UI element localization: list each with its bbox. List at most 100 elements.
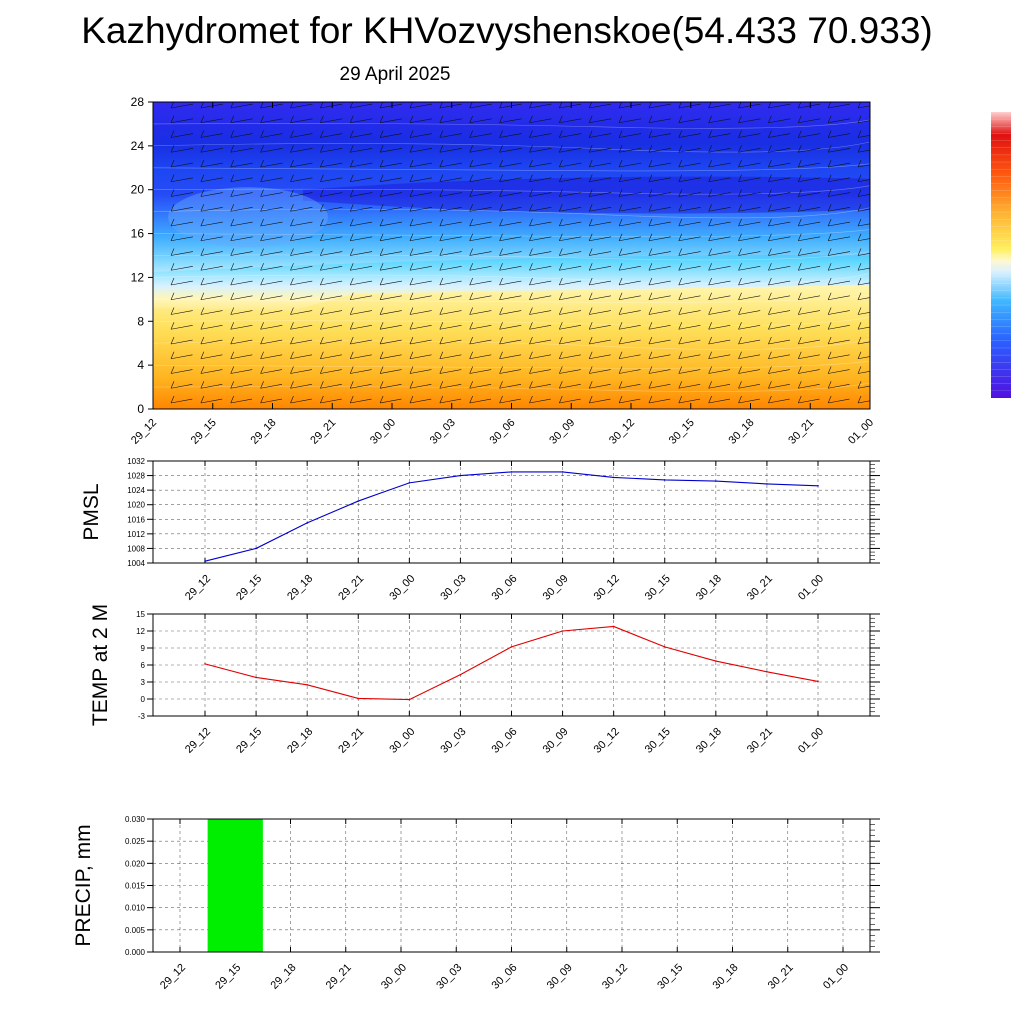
wind-barb-flag: [768, 115, 772, 123]
wind-barb: [439, 147, 462, 153]
wind-barb: [768, 118, 791, 124]
wind-barb-flag: [230, 381, 235, 389]
wind-barb-flag: [439, 145, 444, 153]
wind-barb: [350, 221, 373, 227]
wind-barb-flag: [618, 130, 623, 138]
wind-barb-flag: [320, 218, 324, 227]
wind-barb-flag: [409, 292, 414, 300]
wind-barb: [409, 369, 432, 374]
wind-barb: [170, 133, 194, 138]
heatmap-contour: [153, 273, 870, 284]
wind-barb-flag: [738, 218, 742, 227]
wind-barb: [708, 192, 731, 197]
wind-barb-flag: [260, 174, 264, 182]
wind-barb-flag: [469, 277, 473, 286]
wind-barb-flag: [857, 322, 862, 330]
wind-barb: [439, 339, 462, 345]
wind-barb-flag: [708, 292, 712, 300]
wind-barb-flag: [618, 248, 623, 256]
wind-barb: [409, 192, 432, 197]
wind-barb-flag: [678, 218, 683, 227]
wind-barb: [559, 398, 581, 404]
wind-barb: [170, 103, 194, 109]
pmsl-point: [510, 471, 513, 473]
wind-barb-flag: [648, 233, 653, 241]
wind-barb-flag: [827, 351, 832, 359]
wind-barb-flag: [559, 174, 563, 182]
wind-barb-flag: [230, 351, 235, 359]
wind-barb: [320, 103, 343, 109]
wind-barb-flag: [618, 233, 623, 241]
wind-barb-flag: [230, 292, 235, 300]
wind-barb: [380, 354, 402, 360]
heatmap-contour: [153, 185, 870, 195]
wind-barb-flag: [618, 336, 623, 345]
wind-barb: [708, 339, 731, 345]
wind-barb: [708, 265, 731, 271]
wind-barb-flag: [529, 351, 533, 359]
wind-barb-flag: [768, 130, 772, 138]
wind-barb: [409, 177, 432, 183]
wind-barb: [648, 398, 671, 404]
wind-barb: [828, 118, 851, 124]
wind-barb: [170, 118, 194, 124]
wind-barb-flag: [738, 381, 742, 389]
wind-barb: [589, 118, 612, 124]
wind-barb-flag: [260, 277, 264, 286]
precip-x-tick-label: 30_03: [434, 962, 464, 992]
wind-barb-flag: [827, 145, 832, 153]
wind-barb: [828, 162, 851, 168]
temp-point: [510, 646, 513, 648]
wind-barb-flag: [230, 115, 235, 123]
wind-barb: [559, 103, 582, 109]
precip-x-tick-label: 30_00: [379, 962, 409, 992]
wind-barb-flag: [499, 381, 503, 389]
wind-barb: [828, 221, 851, 227]
wind-barb-flag: [768, 277, 772, 286]
heatmap-x-tick-label: 30_03: [428, 417, 458, 447]
wind-barb-flag: [409, 204, 414, 212]
wind-barb-flag: [349, 145, 354, 153]
precip-y-tick-label: 0.025: [125, 837, 146, 846]
wind-barb-flag: [349, 263, 354, 271]
precip-x-tick-label: 30_18: [711, 962, 741, 992]
wind-barb: [200, 398, 223, 404]
wind-barb-flag: [349, 233, 354, 241]
wind-barb-flag: [529, 145, 533, 153]
wind-barb-flag: [559, 322, 563, 330]
wind-barb: [648, 265, 671, 271]
wind-barb: [469, 133, 492, 138]
wind-barb: [708, 236, 731, 242]
wind-barb: [290, 162, 313, 168]
wind-barb-flag: [618, 366, 623, 374]
wind-barb-flag: [708, 263, 712, 271]
wind-barb-flag: [827, 307, 832, 315]
wind-barb: [350, 265, 373, 271]
wind-barb: [260, 295, 283, 301]
wind-barb: [768, 369, 790, 374]
wind-barb-flag: [349, 395, 354, 404]
wind-barb: [559, 221, 582, 227]
wind-barb-flag: [499, 189, 503, 197]
pmsl-x-tick-label: 29_18: [285, 573, 315, 603]
wind-barb: [589, 369, 611, 374]
wind-barb: [768, 251, 791, 256]
wind-barb-flag: [768, 366, 772, 374]
wind-barb-flag: [559, 248, 563, 256]
wind-barb-flag: [260, 263, 264, 271]
wind-barb-flag: [379, 351, 384, 359]
wind-barb-flag: [290, 204, 294, 212]
heatmap-x-tick-label: 30_18: [727, 417, 757, 447]
wind-barb-flag: [529, 204, 533, 212]
wind-barb-flag: [230, 307, 235, 315]
heatmap-x-tick-label: 30_21: [786, 417, 816, 447]
wind-barb: [380, 177, 403, 183]
wind-barb: [320, 177, 343, 183]
wind-barb: [409, 280, 432, 286]
wind-barb-flag: [409, 159, 414, 168]
wind-barb-flag: [797, 277, 802, 286]
wind-barb: [559, 265, 582, 271]
wind-barb-flag: [708, 366, 712, 374]
wind-barb: [469, 339, 492, 345]
wind-barb-flag: [469, 145, 473, 153]
